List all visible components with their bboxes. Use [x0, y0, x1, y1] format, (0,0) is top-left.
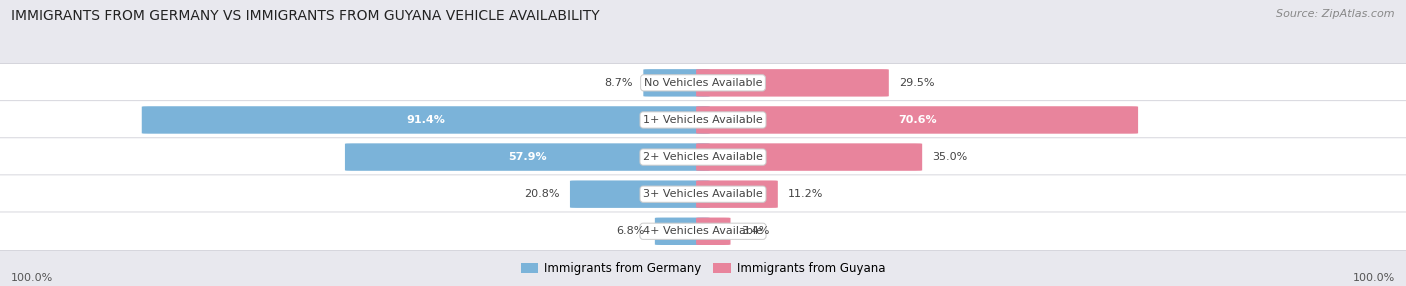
Text: 100.0%: 100.0%	[11, 273, 53, 283]
FancyBboxPatch shape	[0, 212, 1406, 251]
Text: Source: ZipAtlas.com: Source: ZipAtlas.com	[1277, 9, 1395, 19]
FancyBboxPatch shape	[0, 101, 1406, 139]
FancyBboxPatch shape	[696, 180, 778, 208]
FancyBboxPatch shape	[655, 218, 710, 245]
FancyBboxPatch shape	[344, 143, 710, 171]
FancyBboxPatch shape	[696, 143, 922, 171]
FancyBboxPatch shape	[569, 180, 710, 208]
FancyBboxPatch shape	[696, 106, 1137, 134]
Text: 57.9%: 57.9%	[508, 152, 547, 162]
Text: 29.5%: 29.5%	[900, 78, 935, 88]
Text: 3.4%: 3.4%	[741, 226, 769, 236]
Text: 1+ Vehicles Available: 1+ Vehicles Available	[643, 115, 763, 125]
Text: 3+ Vehicles Available: 3+ Vehicles Available	[643, 189, 763, 199]
Text: No Vehicles Available: No Vehicles Available	[644, 78, 762, 88]
Text: 4+ Vehicles Available: 4+ Vehicles Available	[643, 226, 763, 236]
Text: 11.2%: 11.2%	[789, 189, 824, 199]
FancyBboxPatch shape	[0, 138, 1406, 176]
FancyBboxPatch shape	[0, 63, 1406, 102]
Text: 100.0%: 100.0%	[1353, 273, 1395, 283]
FancyBboxPatch shape	[644, 69, 710, 97]
Text: 8.7%: 8.7%	[605, 78, 633, 88]
FancyBboxPatch shape	[696, 69, 889, 97]
Text: 20.8%: 20.8%	[524, 189, 560, 199]
Text: 6.8%: 6.8%	[616, 226, 644, 236]
Text: 35.0%: 35.0%	[932, 152, 967, 162]
Text: 70.6%: 70.6%	[898, 115, 936, 125]
FancyBboxPatch shape	[142, 106, 710, 134]
Text: 2+ Vehicles Available: 2+ Vehicles Available	[643, 152, 763, 162]
Legend: Immigrants from Germany, Immigrants from Guyana: Immigrants from Germany, Immigrants from…	[516, 258, 890, 280]
FancyBboxPatch shape	[696, 218, 731, 245]
FancyBboxPatch shape	[0, 175, 1406, 213]
Text: IMMIGRANTS FROM GERMANY VS IMMIGRANTS FROM GUYANA VEHICLE AVAILABILITY: IMMIGRANTS FROM GERMANY VS IMMIGRANTS FR…	[11, 9, 600, 23]
Text: 91.4%: 91.4%	[406, 115, 446, 125]
